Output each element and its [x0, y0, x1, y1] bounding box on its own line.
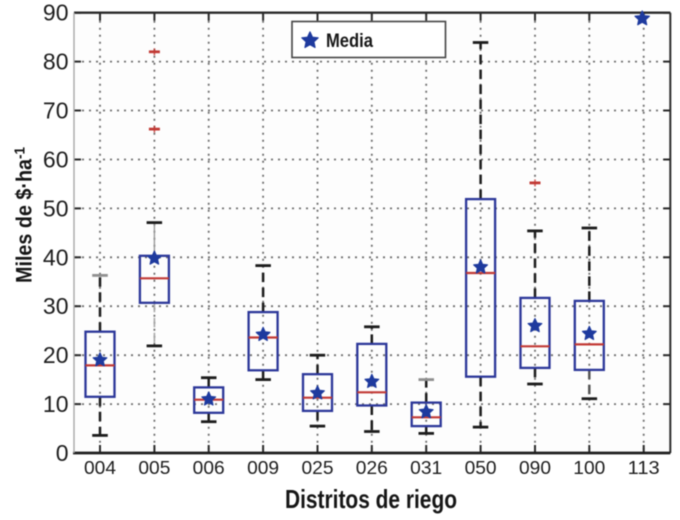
svg-text:113: 113 [628, 458, 660, 478]
svg-text:006: 006 [193, 458, 225, 478]
svg-text:40: 40 [43, 244, 69, 270]
svg-text:90: 90 [43, 0, 69, 26]
svg-text:026: 026 [356, 458, 388, 478]
svg-text:Media: Media [326, 31, 373, 52]
svg-text:10: 10 [43, 391, 69, 417]
svg-text:025: 025 [302, 458, 334, 478]
svg-text:20: 20 [43, 342, 69, 368]
svg-text:100: 100 [573, 458, 605, 478]
svg-text:Miles de $·ha-1: Miles de $·ha-1 [12, 147, 37, 283]
svg-text:50: 50 [43, 195, 69, 221]
svg-text:Distritos de riego: Distritos de riego [285, 484, 457, 514]
svg-text:80: 80 [43, 49, 69, 75]
svg-text:30: 30 [43, 293, 69, 319]
svg-text:050: 050 [465, 458, 497, 478]
svg-text:009: 009 [247, 458, 279, 478]
svg-text:005: 005 [138, 458, 170, 478]
svg-text:0: 0 [56, 440, 69, 466]
svg-text:70: 70 [43, 98, 69, 124]
svg-text:004: 004 [84, 458, 116, 478]
svg-text:60: 60 [43, 147, 69, 173]
svg-text:031: 031 [410, 458, 442, 478]
svg-text:090: 090 [519, 458, 551, 478]
